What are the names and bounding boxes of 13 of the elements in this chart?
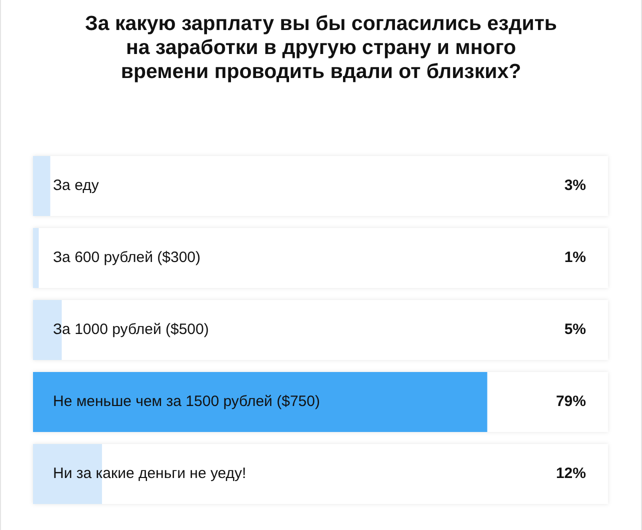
y-tick-label: За 1000 рублей ($500) [53,321,209,338]
y-tick-label: Не меньше чем за 1500 рублей ($750) [53,393,320,410]
data-label: 1% [564,249,586,266]
data-label: 79% [556,393,586,410]
y-tick-label: За 600 рублей ($300) [53,249,201,266]
chart-title: За какую зарплату вы бы согласились ездить на заработки в другую страну и много времени проводить вдали от близких? [84,12,558,84]
bar [33,228,39,288]
y-tick-label: За еду [53,177,100,194]
y-tick-label: Ни за какие деньги не уеду! [53,465,246,482]
data-label: 3% [564,177,586,194]
bar [33,156,50,216]
data-label: 5% [564,321,586,338]
data-label: 12% [556,465,586,482]
